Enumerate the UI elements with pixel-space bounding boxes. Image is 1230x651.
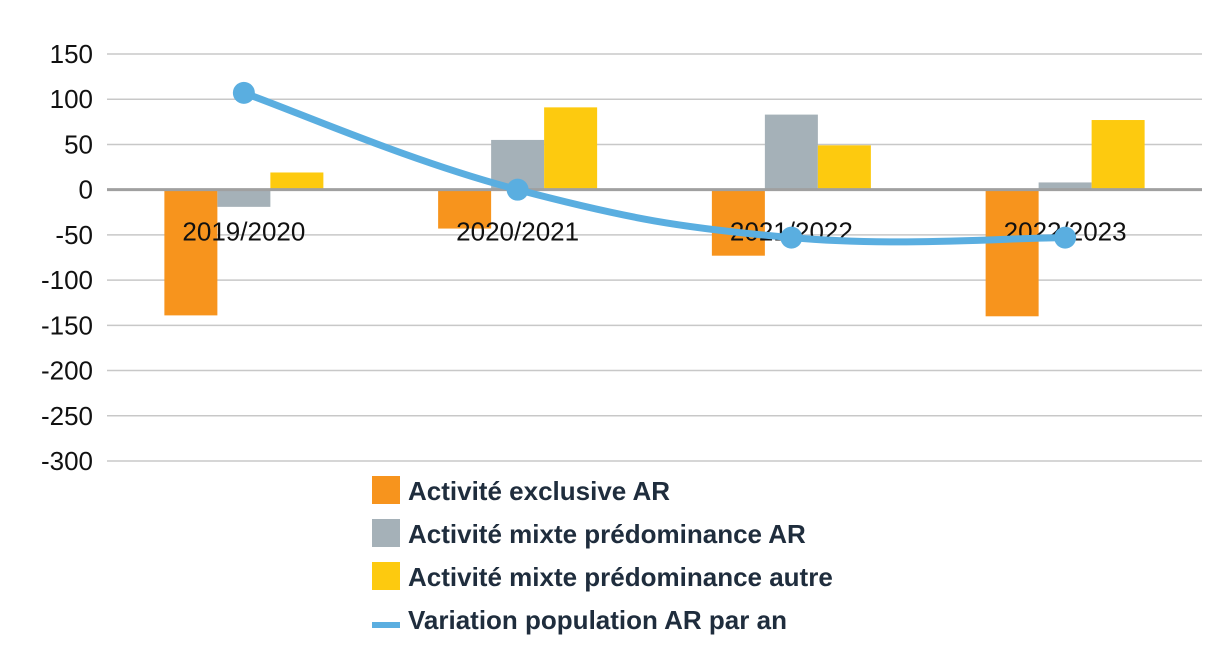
legend-label: Activité mixte prédominance AR (408, 519, 806, 549)
legend-label: Variation population AR par an (408, 605, 787, 635)
line-point (232, 81, 255, 104)
y-tick-label: -250 (41, 401, 93, 431)
y-tick-label: -100 (41, 265, 93, 295)
y-tick-label: -150 (41, 310, 93, 340)
bar (438, 189, 492, 229)
bar (817, 145, 871, 190)
legend-label: Activité mixte prédominance autre (408, 562, 833, 592)
bar (1091, 120, 1145, 190)
y-tick-label: 100 (50, 84, 93, 114)
line-series-path (240, 89, 1069, 246)
legend: Activité exclusive AR Activité mixte préd… (372, 476, 833, 635)
bars (164, 107, 1145, 317)
y-tick-label: 50 (64, 129, 93, 159)
category-label: 2019/2020 (182, 217, 305, 247)
line-point (1054, 226, 1077, 249)
bar (270, 172, 324, 190)
category-label: 2020/2021 (456, 217, 579, 247)
y-tick-label: -50 (55, 220, 93, 250)
y-tick-label: -200 (41, 356, 93, 386)
legend-line-swatch (372, 622, 400, 628)
line-point (506, 178, 529, 201)
bar (764, 114, 818, 190)
bar (711, 189, 765, 256)
variation-line (232, 81, 1077, 249)
legend-swatch (372, 519, 400, 547)
legend-swatch (372, 562, 400, 590)
y-tick-label: 150 (50, 39, 93, 69)
bar (164, 189, 218, 316)
legend-swatch (372, 476, 400, 504)
bar (1038, 182, 1092, 190)
legend-label: Activité exclusive AR (408, 476, 670, 506)
y-axis-ticks: 150 100 50 0 -50 -100 -150 -200 -250 -300 (41, 39, 93, 476)
bar (544, 107, 598, 190)
bar (217, 189, 271, 207)
y-tick-label: -300 (41, 446, 93, 476)
y-tick-label: 0 (79, 175, 93, 205)
line-point (780, 226, 803, 249)
bar (985, 189, 1039, 317)
